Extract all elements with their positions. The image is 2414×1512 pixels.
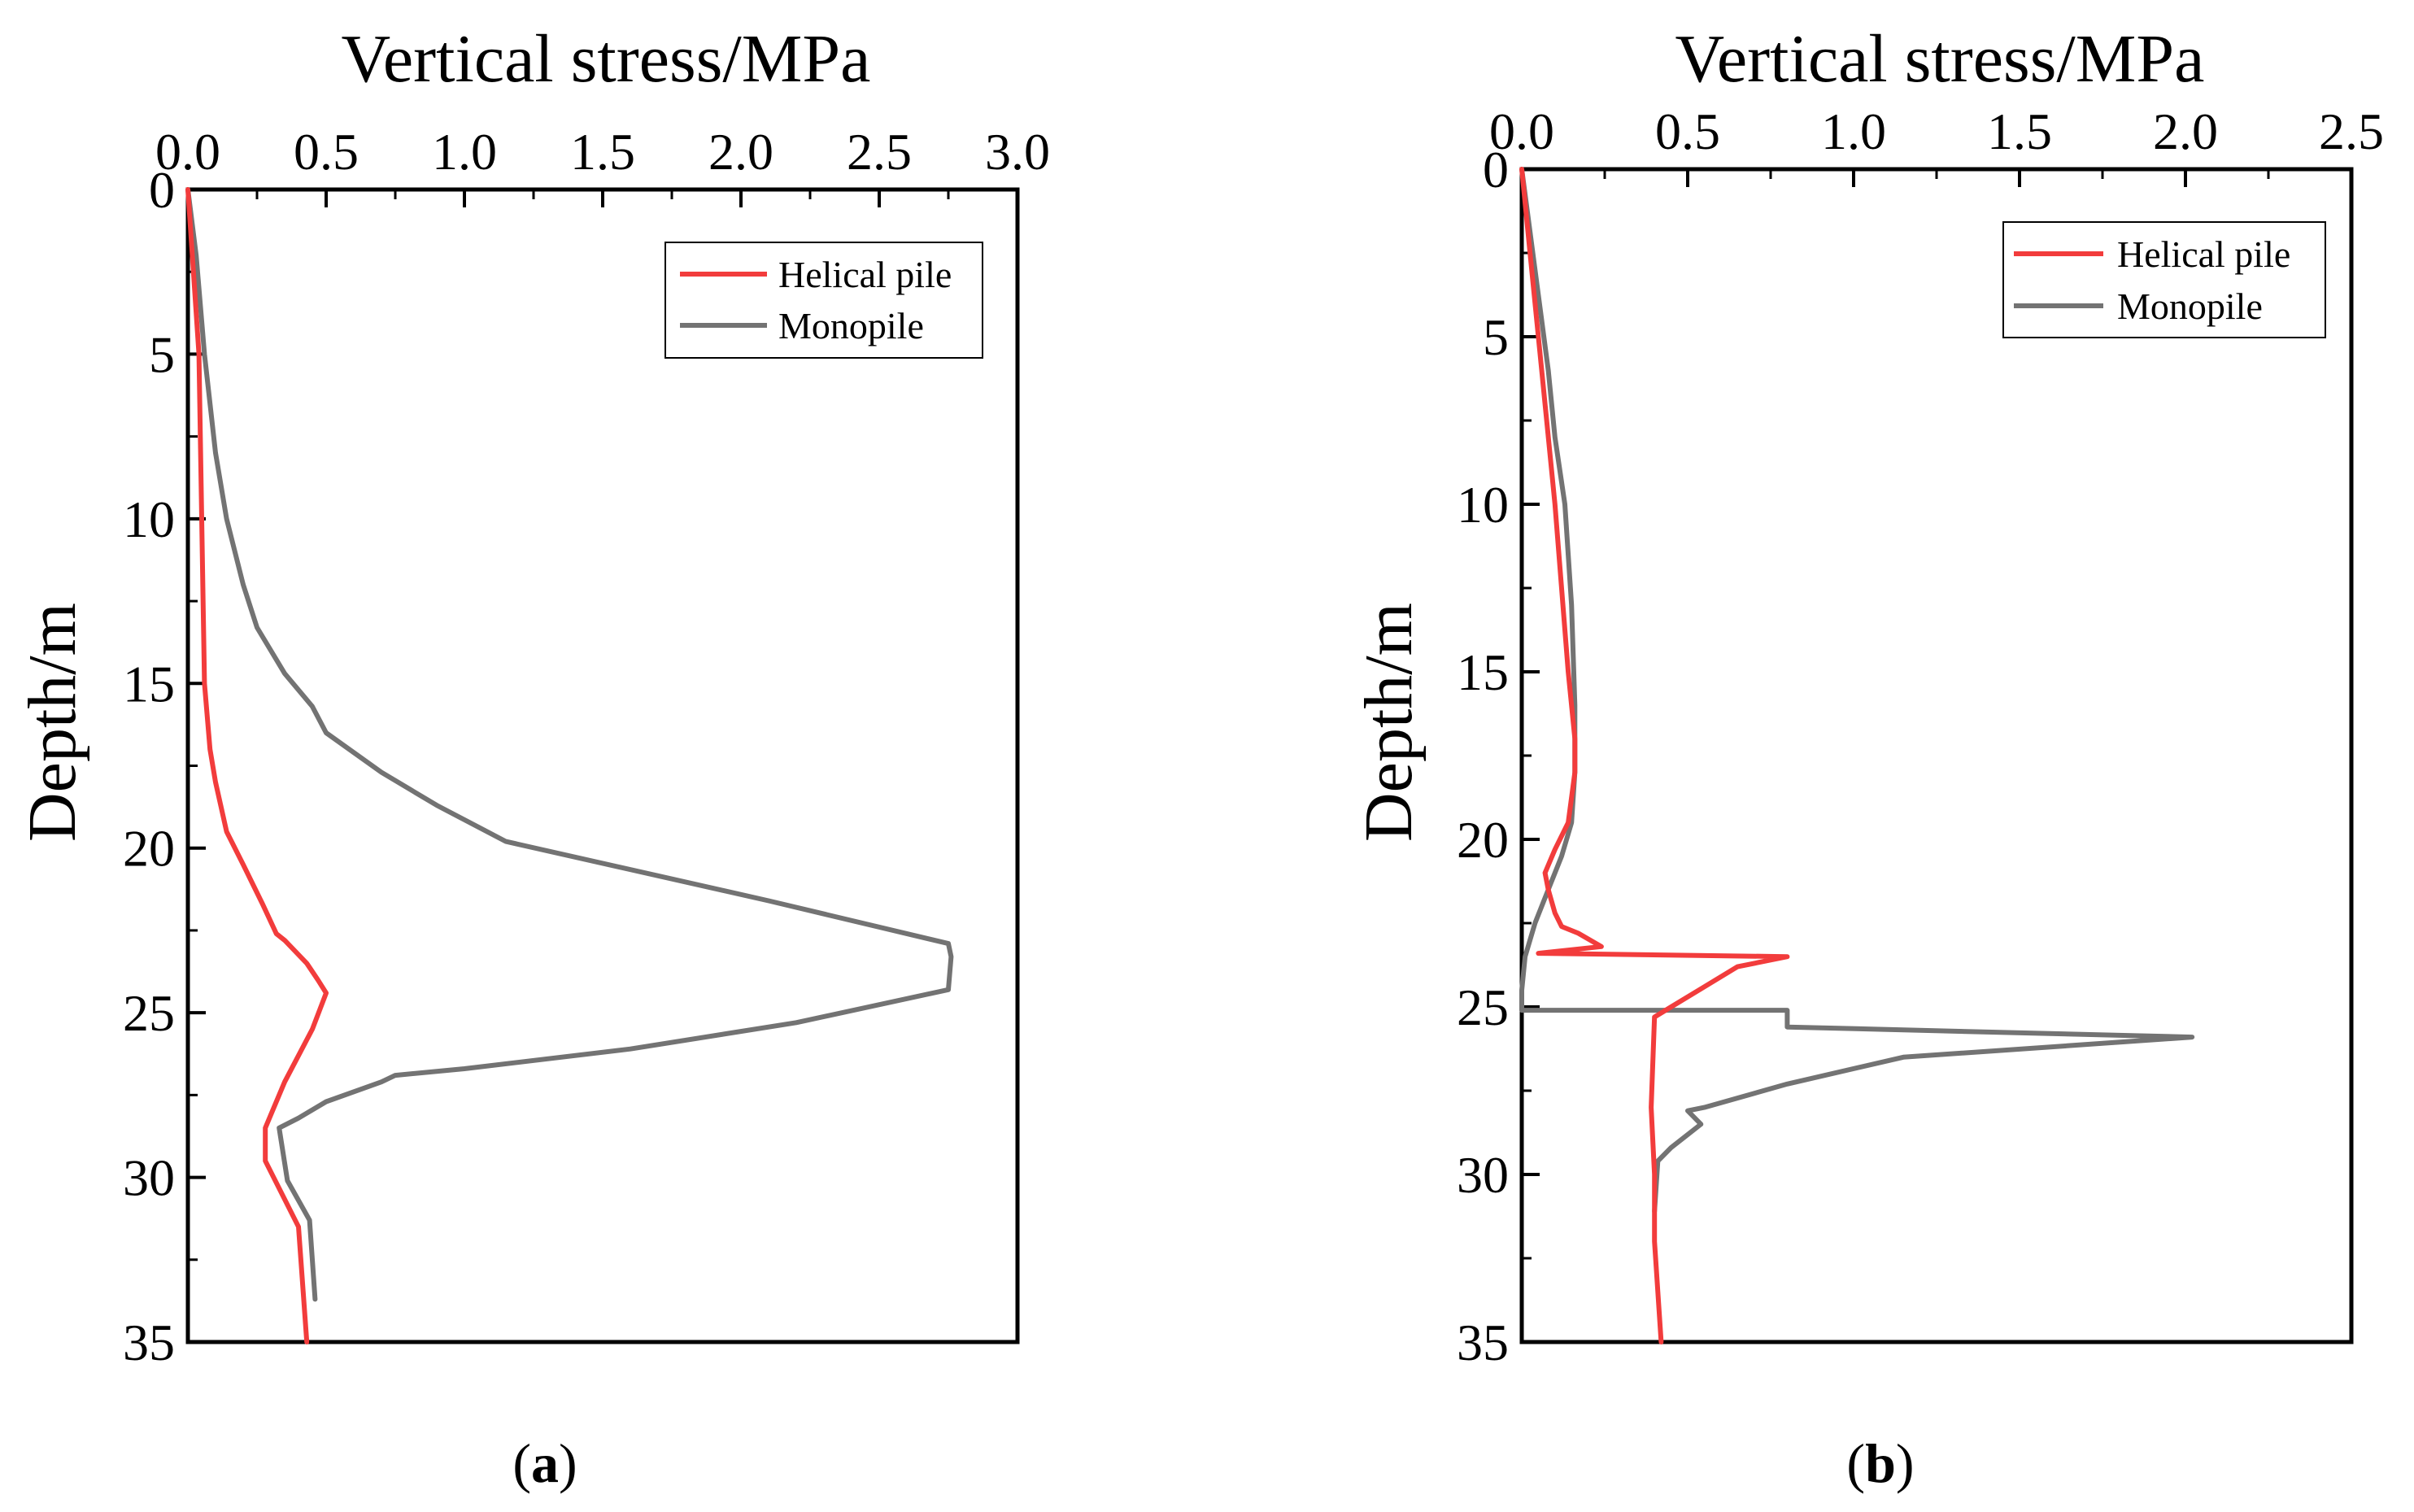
- y-tick-label: 30: [1457, 1146, 1509, 1204]
- x-tick-label: 0.0: [155, 123, 220, 181]
- x-tick-labels: 0.0 0.5 1.0 1.5 2.0 2.5 3.0: [155, 123, 1050, 181]
- tick-marks: [1520, 168, 2353, 1344]
- y-tick-label: 0: [149, 161, 175, 219]
- x-tick-label: 2.5: [847, 123, 912, 181]
- y-tick-label: 15: [123, 655, 175, 712]
- y-tick-label: 15: [1457, 643, 1509, 701]
- legend: Helical pile Monopile: [665, 242, 983, 359]
- y-axis-title: Depth/m: [1351, 603, 1427, 842]
- plot-frame: [185, 187, 1020, 1344]
- series-line-monopile: [1519, 167, 2195, 1214]
- y-tick-label: 0: [1483, 141, 1509, 198]
- panel-letter: a: [531, 1432, 559, 1494]
- y-tick-label: 5: [1483, 308, 1509, 366]
- chart-panel-b: Vertical stress/MPa Depth/m 0.0 0.5 1.0 1.5…: [1351, 21, 2384, 1494]
- x-tick-label: 2.0: [708, 123, 773, 181]
- y-tick-labels: 0 5 10 15 20 25 30 35: [1457, 141, 1509, 1371]
- y-tick-label: 30: [123, 1149, 175, 1207]
- y-tick-label: 10: [1457, 476, 1509, 534]
- panel-label: (b): [1846, 1432, 1914, 1494]
- series-line-helical-pile: [1519, 167, 1790, 1344]
- y-tick-label: 35: [1457, 1314, 1509, 1371]
- legend-box: [665, 242, 983, 359]
- plot-frame: [1519, 167, 2354, 1344]
- y-tick-label: 20: [1457, 811, 1509, 869]
- x-tick-label: 1.5: [570, 123, 635, 181]
- y-tick-label: 25: [1457, 978, 1509, 1036]
- y-axis-title: Depth/m: [15, 603, 90, 842]
- legend: Helical pile Monopile: [2002, 221, 2326, 338]
- legend-label-helical: Helical pile: [778, 254, 952, 295]
- panel-letter: b: [1865, 1432, 1896, 1494]
- series-line-helical-pile: [185, 187, 329, 1344]
- legend-label-helical: Helical pile: [2117, 233, 2290, 275]
- panel-label: (a): [512, 1432, 577, 1494]
- y-tick-label: 20: [123, 820, 175, 878]
- x-tick-label: 3.0: [985, 123, 1050, 181]
- y-tick-label: 5: [149, 325, 175, 383]
- y-tick-labels: 0 5 10 15 20 25 30 35: [123, 161, 175, 1371]
- x-axis-title: Vertical stress/MPa: [342, 21, 871, 97]
- x-tick-label: 2.5: [2319, 102, 2384, 160]
- y-tick-label: 25: [123, 984, 175, 1042]
- x-tick-label: 0.5: [1655, 102, 1720, 160]
- legend-label-monopile: Monopile: [2117, 285, 2263, 327]
- x-tick-label: 0.0: [1489, 102, 1554, 160]
- y-tick-label: 10: [123, 490, 175, 548]
- chart-panel-a: Vertical stress/MPa Depth/m 0.0 0.5 1.0 1.5…: [15, 21, 1050, 1494]
- tick-marks: [186, 188, 1019, 1344]
- x-tick-label: 1.5: [1987, 102, 2052, 160]
- series-lines: [1519, 167, 2195, 1344]
- x-tick-label: 0.5: [294, 123, 359, 181]
- y-tick-label: 35: [123, 1314, 175, 1371]
- legend-box: [2002, 221, 2326, 338]
- series-lines: [185, 187, 954, 1344]
- x-tick-labels: 0.0 0.5 1.0 1.5 2.0 2.5: [1489, 102, 2384, 160]
- x-tick-label: 1.0: [432, 123, 497, 181]
- x-tick-label: 1.0: [1821, 102, 1886, 160]
- x-axis-title: Vertical stress/MPa: [1675, 21, 2205, 97]
- series-line-monopile: [185, 187, 954, 1302]
- legend-label-monopile: Monopile: [778, 305, 924, 346]
- x-tick-label: 2.0: [2153, 102, 2218, 160]
